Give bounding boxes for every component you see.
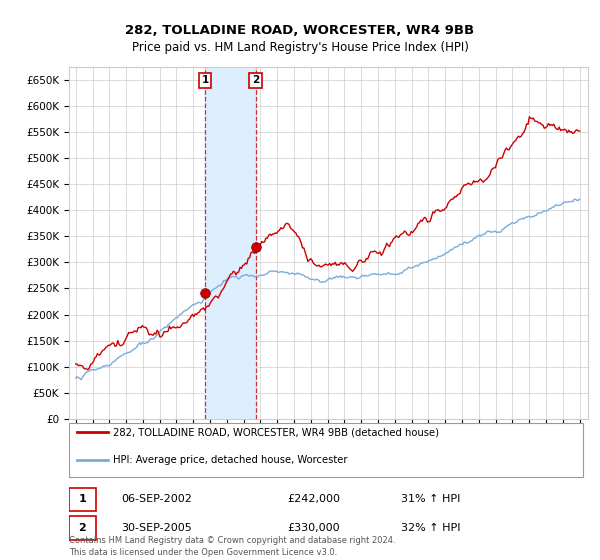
Text: 31% ↑ HPI: 31% ↑ HPI [401,494,461,505]
Text: Price paid vs. HM Land Registry's House Price Index (HPI): Price paid vs. HM Land Registry's House … [131,41,469,54]
Text: £330,000: £330,000 [287,523,340,533]
Text: 32% ↑ HPI: 32% ↑ HPI [401,523,461,533]
Text: Contains HM Land Registry data © Crown copyright and database right 2024.
This d: Contains HM Land Registry data © Crown c… [69,536,395,557]
Text: 2: 2 [79,523,86,533]
Bar [69,488,96,511]
Text: HPI: Average price, detached house, Worcester: HPI: Average price, detached house, Worc… [113,455,347,465]
Bar [205,67,256,419]
Text: 282, TOLLADINE ROAD, WORCESTER, WR4 9BB (detached house): 282, TOLLADINE ROAD, WORCESTER, WR4 9BB … [113,427,439,437]
Text: 30-SEP-2005: 30-SEP-2005 [121,523,191,533]
Text: 06-SEP-2002: 06-SEP-2002 [121,494,192,505]
Text: 1: 1 [79,494,86,505]
Bar [69,516,96,540]
Text: 1: 1 [202,75,209,85]
Text: £242,000: £242,000 [287,494,340,505]
Text: 2: 2 [252,75,259,85]
Text: 282, TOLLADINE ROAD, WORCESTER, WR4 9BB: 282, TOLLADINE ROAD, WORCESTER, WR4 9BB [125,24,475,38]
